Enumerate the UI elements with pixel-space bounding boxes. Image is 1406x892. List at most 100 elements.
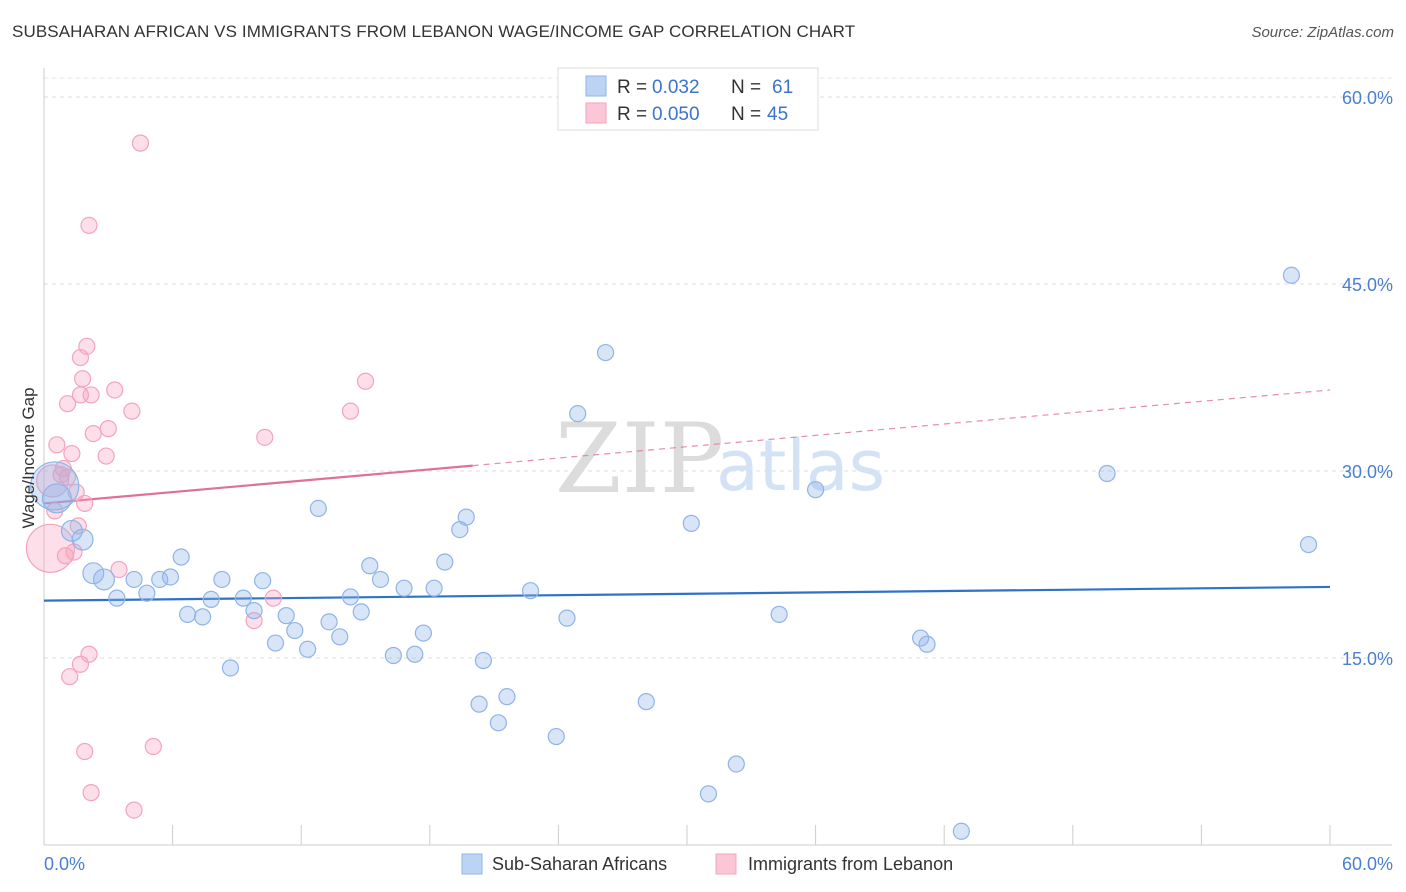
point-sub-saharan — [547, 727, 565, 746]
point-lebanon — [80, 645, 98, 663]
point-lebanon — [56, 547, 75, 565]
point-sub-saharan — [457, 508, 475, 526]
point-sub-saharan — [138, 584, 156, 602]
point-lebanon — [61, 668, 79, 686]
legend-n-label-blue: N = — [731, 77, 761, 98]
tick-labels: 15.0% 30.0% 45.0% 60.0% 0.0% 60.0% — [44, 88, 1393, 874]
bottom-legend-label-blue: Sub-Saharan Africans — [492, 854, 667, 874]
point-lebanon — [80, 216, 98, 235]
point-sub-saharan — [727, 755, 745, 773]
grid-lines — [44, 77, 1392, 659]
x-tick-label-max: 60.0% — [1342, 854, 1393, 874]
point-sub-saharan — [41, 483, 72, 514]
y-axis-title: Wage/Income Gap — [19, 387, 38, 528]
axes — [43, 68, 1392, 846]
watermark-atlas: atlas — [716, 425, 885, 507]
point-sub-saharan — [1299, 535, 1318, 554]
point-sub-saharan — [245, 602, 263, 620]
point-sub-saharan — [371, 570, 390, 589]
scatter-points — [25, 134, 1318, 840]
point-lebanon — [110, 560, 128, 579]
point-sub-saharan — [384, 646, 402, 665]
point-lebanon — [46, 502, 64, 520]
point-sub-saharan — [569, 405, 587, 423]
watermark: ZIP atlas — [555, 403, 885, 515]
legend-r-label-pink: R = — [617, 104, 647, 125]
y-tick-label: 45.0% — [1342, 275, 1393, 295]
point-sub-saharan — [498, 688, 516, 706]
point-sub-saharan — [637, 693, 655, 711]
point-lebanon — [341, 402, 360, 420]
point-sub-saharan — [108, 589, 126, 607]
point-lebanon — [106, 381, 124, 399]
point-sub-saharan — [172, 548, 190, 566]
point-sub-saharan — [770, 605, 788, 623]
point-sub-saharan — [436, 553, 454, 571]
chart-title: SUBSAHARAN AFRICAN VS IMMIGRANTS FROM LE… — [12, 22, 856, 41]
point-sub-saharan — [699, 785, 718, 803]
legend: R = 0.032 N = 61 R = 0.050 N = 45 — [557, 67, 819, 131]
point-sub-saharan — [213, 570, 231, 589]
point-lebanon — [256, 428, 274, 446]
point-lebanon — [264, 589, 282, 607]
point-lebanon — [58, 395, 77, 413]
point-lebanon — [73, 370, 92, 388]
point-sub-saharan — [161, 568, 180, 586]
point-sub-saharan — [474, 651, 492, 670]
point-sub-saharan — [179, 605, 197, 623]
trend-line-0 — [43, 585, 1331, 602]
point-lebanon — [131, 134, 150, 152]
point-sub-saharan — [151, 570, 169, 589]
point-lebanon — [125, 801, 143, 819]
point-sub-saharan — [395, 579, 413, 597]
legend-n-value-blue: 61 — [772, 77, 793, 98]
point-sub-saharan — [352, 603, 370, 621]
point-lebanon — [97, 447, 115, 465]
trend-lines — [43, 389, 1331, 602]
point-lebanon — [63, 444, 81, 463]
legend-n-label-pink: N = — [731, 104, 761, 125]
point-lebanon — [84, 425, 102, 443]
point-lebanon — [76, 494, 94, 513]
x-tick-label-min: 0.0% — [44, 854, 85, 874]
point-sub-saharan — [806, 481, 825, 499]
point-sub-saharan — [361, 557, 379, 575]
legend-n-value-pink: 45 — [767, 104, 788, 125]
point-sub-saharan — [320, 613, 338, 631]
point-sub-saharan — [93, 568, 116, 591]
point-lebanon — [78, 337, 96, 355]
point-sub-saharan — [286, 621, 304, 640]
legend-r-value-pink: 0.050 — [652, 104, 700, 125]
legend-swatch-blue — [585, 75, 607, 97]
legend-swatch-pink — [585, 102, 607, 124]
point-sub-saharan — [194, 608, 212, 626]
point-sub-saharan — [1282, 266, 1301, 284]
point-sub-saharan — [221, 659, 240, 677]
trend-line-solid-1 — [43, 464, 473, 505]
point-lebanon — [82, 784, 100, 802]
point-sub-saharan — [912, 629, 930, 647]
legend-r-label-blue: R = — [617, 77, 647, 98]
point-lebanon — [123, 402, 141, 420]
point-lebanon — [58, 468, 77, 486]
point-sub-saharan — [406, 645, 424, 663]
point-sub-saharan — [341, 588, 360, 606]
point-sub-saharan — [918, 635, 936, 653]
point-sub-saharan — [254, 572, 272, 590]
point-sub-saharan — [470, 695, 488, 713]
point-lebanon — [99, 420, 117, 438]
point-sub-saharan — [309, 499, 327, 517]
bottom-legend: Sub-Saharan Africans Immigrants from Leb… — [461, 853, 953, 875]
point-sub-saharan — [596, 343, 615, 362]
point-lebanon — [356, 372, 375, 390]
point-sub-saharan — [521, 582, 540, 600]
chart-source: Source: ZipAtlas.com — [1251, 24, 1394, 41]
point-lebanon — [65, 543, 83, 561]
y-tick-label: 15.0% — [1342, 649, 1393, 669]
point-sub-saharan — [425, 579, 443, 597]
point-sub-saharan — [277, 607, 295, 625]
watermark-zip: ZIP — [555, 403, 724, 515]
bottom-legend-label-pink: Immigrants from Lebanon — [748, 854, 953, 874]
point-sub-saharan — [952, 822, 970, 840]
